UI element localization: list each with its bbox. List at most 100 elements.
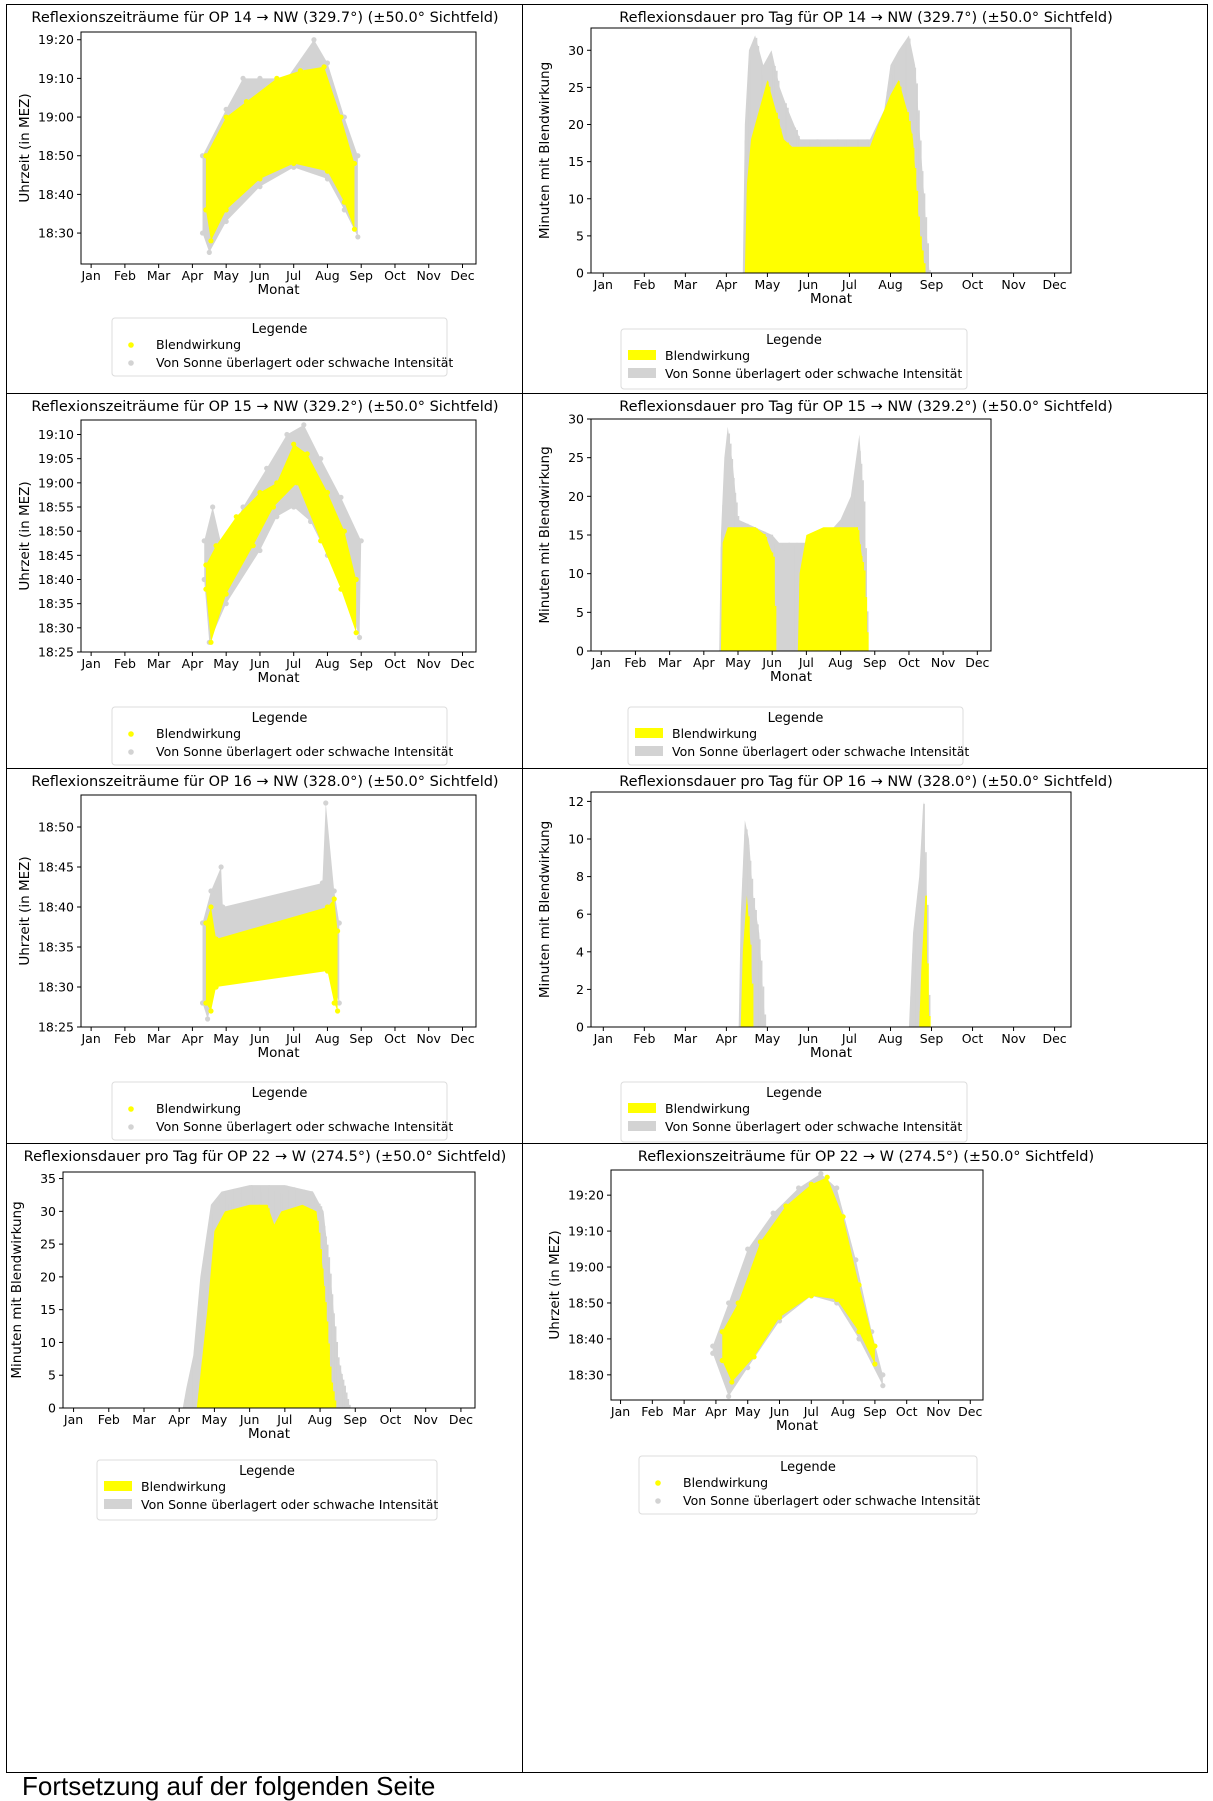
bar (881, 123, 884, 273)
legend-label-glare: Blendwirkung (665, 1101, 750, 1116)
x-tick-label: Jul (803, 1404, 819, 1419)
bar (842, 532, 845, 651)
bar (857, 146, 860, 273)
x-tick-label: Mar (147, 656, 171, 671)
x-tick-label: Nov (417, 1031, 442, 1046)
chart-panel-op22-time: Reflexionszeiträume für OP 22 → W (274.5… (522, 1143, 1208, 1773)
bar (778, 118, 780, 273)
x-tick-label: Mar (132, 1412, 156, 1427)
bar (750, 150, 752, 273)
bar (295, 1211, 297, 1408)
bar (762, 534, 765, 651)
data-point (324, 968, 331, 974)
data-point (336, 920, 342, 926)
x-tick-label: Feb (641, 1404, 663, 1419)
bar (845, 530, 848, 651)
bar (827, 146, 830, 273)
bar (813, 532, 815, 651)
bar (842, 156, 845, 273)
y-tick-label: 5 (48, 1368, 56, 1383)
x-tick-label: Jun (769, 1404, 790, 1419)
x-tick-label: Oct (384, 656, 406, 671)
bar (905, 109, 908, 273)
bar (862, 562, 865, 651)
bar (774, 605, 777, 651)
x-tick-label: Jun (239, 1412, 260, 1427)
bar (264, 1209, 267, 1408)
bar (898, 81, 900, 273)
x-tick-label: Jan (593, 1031, 613, 1046)
bar (817, 536, 820, 651)
series-area-overlay (738, 801, 930, 1027)
bar (914, 168, 917, 273)
x-tick-label: Mar (147, 268, 171, 283)
x-tick-label: Mar (147, 1031, 171, 1046)
x-tick-label: Jun (249, 656, 270, 671)
legend-label-glare: Blendwirkung (683, 1475, 768, 1490)
bar (800, 150, 802, 273)
bar (323, 1286, 326, 1408)
bar (244, 1215, 246, 1408)
y-tick-label: 5 (576, 228, 584, 243)
y-tick-label: 18:35 (38, 596, 74, 611)
legend-swatch-overlay (655, 1498, 661, 1504)
data-point (770, 1210, 776, 1216)
data-point (840, 1214, 846, 1220)
bar (848, 527, 851, 651)
data-point (257, 176, 263, 182)
data-point (856, 1336, 862, 1342)
chart-title: Reflexionszeiträume für OP 15 → NW (329.… (31, 399, 498, 415)
y-tick-label: 30 (568, 412, 584, 427)
data-point (324, 168, 331, 174)
y-tick-label: 25 (40, 1237, 56, 1252)
y-tick-label: 30 (568, 43, 584, 58)
bar (742, 534, 745, 651)
bar (290, 1215, 292, 1408)
bar (287, 1216, 289, 1408)
data-point (291, 160, 297, 167)
data-point (257, 489, 263, 496)
bar (823, 528, 826, 651)
legend-label-glare: Blendwirkung (156, 726, 241, 741)
bar (811, 536, 814, 651)
data-point (304, 451, 310, 457)
legend-label-glare: Blendwirkung (156, 337, 241, 352)
legend-label-overlay: Von Sonne überlagert oder schwache Inten… (141, 1497, 438, 1512)
bar (789, 145, 791, 273)
y-tick-label: 18:30 (568, 1367, 604, 1382)
x-tick-label: Dec (450, 1031, 474, 1046)
bar (822, 155, 824, 273)
legend-title: Legende (252, 322, 308, 337)
data-point (856, 1282, 862, 1288)
data-point (341, 199, 347, 205)
bar (907, 112, 909, 273)
bar (765, 91, 767, 273)
bar (330, 1273, 332, 1408)
bar (272, 1228, 275, 1408)
bar (760, 537, 763, 651)
bar (816, 147, 819, 273)
y-tick-label: 19:20 (568, 1188, 604, 1203)
plot-frame (62, 1171, 476, 1409)
legend-swatch-glare (104, 1481, 132, 1491)
bar (736, 531, 738, 651)
bar (761, 111, 764, 273)
x-tick-label: Aug (315, 268, 339, 283)
data-point (291, 441, 297, 447)
legend-swatch-glare (628, 1103, 656, 1113)
bar (836, 533, 838, 651)
x-tick-label: Jun (761, 655, 782, 670)
x-tick-label: Feb (114, 268, 136, 283)
y-tick-label: 18:30 (38, 980, 74, 995)
legend-title: Legende (252, 1086, 308, 1101)
data-point (745, 1365, 751, 1371)
bar (184, 1399, 186, 1408)
y-axis-label: Uhrzeit (in MEZ) (17, 481, 33, 590)
bar (212, 1256, 215, 1408)
bar (751, 878, 754, 1027)
data-point (223, 591, 229, 597)
plot-area (182, 1185, 351, 1408)
bar (727, 536, 729, 651)
x-axis-label: Monat (257, 1045, 299, 1061)
bar (206, 1319, 208, 1408)
